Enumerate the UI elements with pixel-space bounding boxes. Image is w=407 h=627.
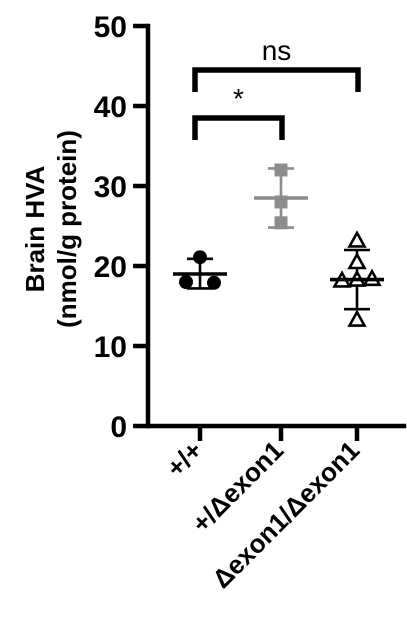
- x-tick-label: +/+: [160, 435, 208, 483]
- significance-bracket: [192, 115, 285, 140]
- data-point: [274, 163, 288, 177]
- data-point: [193, 250, 207, 265]
- y-axis-label-line2: (nmol/g protein): [52, 130, 82, 328]
- significance-label: *: [233, 83, 244, 114]
- data-point: [207, 275, 221, 290]
- group-1: [254, 163, 308, 230]
- data-point: [179, 275, 193, 289]
- y-tick-label: 40: [94, 91, 127, 124]
- significance-brackets: * ns: [192, 35, 361, 140]
- significance-bracket: [192, 67, 361, 92]
- y-axis-title: Brain HVA (nmol/g protein): [20, 130, 82, 328]
- y-tick-label: 10: [94, 331, 127, 364]
- y-tick-label: 30: [94, 171, 127, 204]
- data-point: [274, 216, 288, 230]
- y-tick-label: 20: [94, 251, 127, 284]
- y-tick-label: 0: [110, 411, 127, 444]
- y-axis-label-line1: Brain HVA: [20, 165, 50, 292]
- group-0: [173, 250, 227, 290]
- data-point: [347, 309, 367, 327]
- group-2: [330, 230, 384, 327]
- data-point: [347, 230, 367, 248]
- data-groups: [173, 163, 384, 327]
- y-ticks: 0 10 20 30 40 50: [94, 11, 148, 444]
- significance-label: ns: [262, 35, 292, 66]
- data-point: [347, 251, 367, 270]
- y-tick-label: 50: [94, 11, 127, 44]
